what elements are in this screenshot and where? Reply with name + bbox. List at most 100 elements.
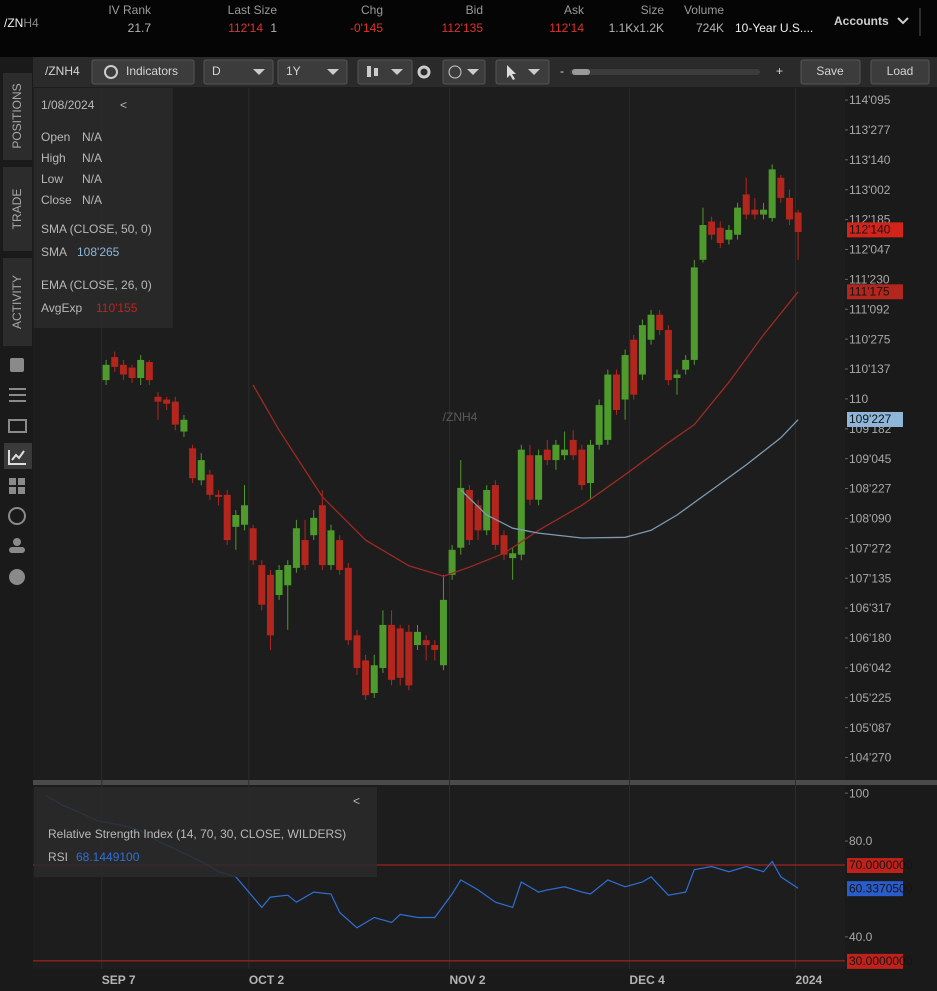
icon[interactable]: [13, 538, 21, 546]
candle-body: [768, 169, 776, 219]
field-label: Last Size: [228, 3, 278, 17]
save-button[interactable]: [800, 59, 861, 85]
icon[interactable]: [9, 478, 16, 485]
ohlc-value: N/A: [82, 172, 102, 186]
icon[interactable]: [10, 358, 24, 372]
y-tick-label: 40.0: [849, 930, 873, 944]
candle-body: [284, 565, 292, 586]
side-tab[interactable]: [3, 167, 32, 251]
aggregation-label[interactable]: D: [212, 64, 221, 78]
save-label[interactable]: Save: [816, 64, 844, 78]
candle-body: [734, 207, 742, 235]
field-label: Ask: [564, 3, 585, 17]
candle-body: [448, 549, 456, 575]
icon[interactable]: [9, 569, 25, 585]
symbol: /ZNH4: [4, 16, 39, 30]
icon[interactable]: [9, 487, 16, 494]
candle-body: [119, 364, 127, 375]
candle-body: [266, 574, 274, 636]
header-bar: [0, 0, 937, 57]
candle-body: [552, 444, 560, 461]
watermark: /ZNH4: [443, 410, 478, 424]
study-value: 108'265: [77, 245, 120, 259]
zoom-in[interactable]: +: [776, 64, 783, 78]
icon[interactable]: [9, 394, 26, 396]
y-tick-label: 106'180: [849, 631, 892, 645]
candle-body: [612, 374, 620, 411]
accounts-chevron[interactable]: [897, 17, 909, 25]
description: 10-Year U.S....: [735, 21, 813, 35]
field-label: Volume: [684, 3, 724, 17]
accounts[interactable]: Accounts: [834, 14, 889, 28]
indicators-button[interactable]: [91, 59, 195, 85]
field-value: 21.7: [128, 21, 152, 35]
candle-body: [379, 624, 387, 669]
candle-body: [232, 515, 240, 527]
price-axis: [845, 87, 937, 780]
study-line: [252, 291, 799, 577]
icon[interactable]: [18, 478, 25, 485]
candle-body: [604, 374, 612, 440]
price-badge-label: 111'175: [849, 284, 890, 298]
candle-body: [543, 449, 551, 461]
candle-body: [102, 364, 110, 381]
candle-body: [760, 209, 768, 215]
price-badge: [847, 858, 903, 874]
icon[interactable]: [9, 400, 26, 402]
dropdown-arrow: [528, 69, 540, 75]
dropdown-arrow: [253, 69, 265, 75]
side-tab-label[interactable]: POSITIONS: [10, 83, 24, 148]
period-label[interactable]: 1Y: [286, 64, 301, 78]
y-tick-label: 111'092: [849, 302, 890, 316]
indicators-label[interactable]: Indicators: [126, 64, 178, 78]
overlay-collapse[interactable]: <: [120, 98, 127, 112]
y-tick-label: 107'272: [849, 541, 892, 555]
candle-body: [673, 374, 681, 379]
candle-body: [258, 565, 266, 605]
icon[interactable]: [9, 388, 26, 390]
study-title: EMA (CLOSE, 26, 0): [41, 278, 152, 292]
side-tab-label[interactable]: ACTIVITY: [10, 275, 24, 329]
period-select[interactable]: [277, 59, 348, 85]
y-tick-label: 80.0: [849, 834, 873, 848]
toolbar-symbol[interactable]: /ZNH4: [45, 64, 80, 78]
candle-body: [145, 362, 153, 381]
zoom-out[interactable]: -: [560, 64, 564, 78]
candle-body: [483, 489, 491, 531]
price-badge: [847, 411, 903, 427]
candle-body: [396, 628, 404, 678]
y-tick-label: 113'002: [849, 183, 891, 197]
candle-body: [509, 553, 517, 559]
zoom-track[interactable]: [570, 69, 760, 75]
candle-body: [699, 225, 707, 260]
icon[interactable]: [8, 419, 27, 433]
candle-body: [240, 505, 248, 525]
icon[interactable]: [9, 547, 25, 553]
chart-style-select[interactable]: [357, 59, 413, 85]
candle-body: [595, 405, 603, 445]
panel-divider: [33, 780, 937, 785]
zoom-thumb[interactable]: [572, 69, 590, 75]
settings-icon[interactable]: [417, 65, 431, 79]
side-tab-label[interactable]: TRADE: [10, 189, 24, 230]
rsi-collapse[interactable]: <: [353, 794, 360, 808]
price-badge: [847, 284, 903, 300]
icon[interactable]: [8, 507, 26, 525]
candle-body: [465, 489, 473, 541]
y-tick-label: 107'135: [849, 571, 892, 585]
price-badge-label: 112'140: [849, 223, 891, 237]
side-tab[interactable]: [3, 258, 32, 346]
icon[interactable]: [18, 487, 25, 494]
candle-body: [301, 540, 309, 566]
cursor-select[interactable]: [495, 59, 550, 85]
load-label[interactable]: Load: [887, 64, 914, 78]
candle-body: [336, 540, 344, 570]
aggregation-select[interactable]: [203, 59, 274, 85]
candle-body: [785, 197, 793, 220]
side-tab[interactable]: [3, 73, 32, 160]
y-tick-label: 105'225: [849, 691, 892, 705]
field-extra: 1: [270, 21, 277, 35]
load-button[interactable]: [870, 59, 930, 85]
candle-body: [569, 439, 577, 456]
candle-body: [275, 569, 283, 596]
